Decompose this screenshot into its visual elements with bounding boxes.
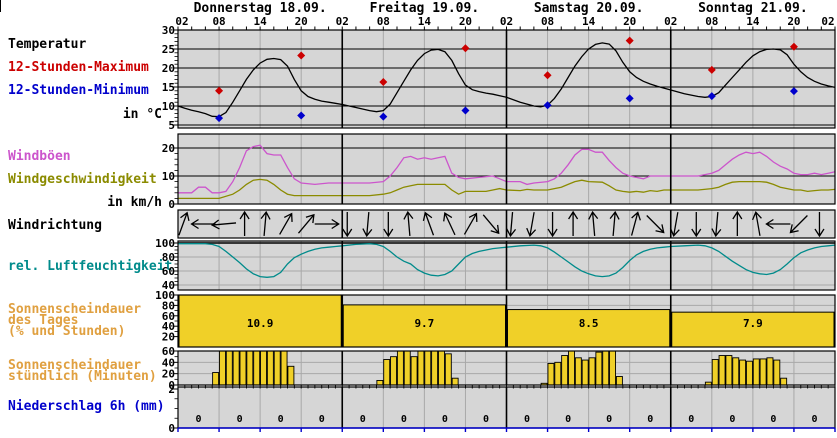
svg-text:60: 60	[162, 310, 175, 323]
svg-text:02: 02	[336, 15, 349, 28]
svg-text:20: 20	[162, 142, 175, 155]
svg-text:0: 0	[647, 414, 653, 425]
svg-text:20: 20	[162, 368, 175, 381]
label-sonne-tages-1: Sonnenscheindauer	[8, 302, 142, 317]
svg-text:0: 0	[442, 414, 448, 425]
svg-text:5: 5	[168, 119, 175, 132]
svg-text:14: 14	[582, 15, 596, 28]
label-sonne-tages-3: (% und Stunden)	[8, 324, 126, 339]
svg-text:7.9: 7.9	[743, 317, 763, 330]
label-min12: 12-Stunden-Minimum	[8, 83, 149, 98]
svg-text:0: 0	[401, 414, 407, 425]
svg-text:0: 0	[360, 414, 366, 425]
label-max12: 12-Stunden-Maximum	[8, 60, 149, 75]
svg-text:0: 0	[524, 414, 530, 425]
svg-text:02: 02	[664, 15, 677, 28]
svg-text:0: 0	[237, 414, 243, 425]
svg-text:60: 60	[162, 265, 175, 278]
svg-text:0: 0	[606, 414, 612, 425]
svg-text:14: 14	[746, 15, 760, 28]
svg-text:Donnerstag 18.09.: Donnerstag 18.09.	[194, 1, 327, 16]
label-sonne-stdl-1: Sonnenscheindauer	[8, 358, 142, 373]
svg-text:40: 40	[162, 279, 175, 292]
label-in-grad-c: in °C	[122, 107, 162, 122]
left-label-column: Temperatur 12-Stunden-Maximum 12-Stunden-M…	[0, 0, 178, 438]
svg-text:20: 20	[787, 15, 800, 28]
svg-text:40: 40	[162, 320, 175, 333]
svg-text:0: 0	[729, 414, 735, 425]
svg-text:25: 25	[162, 43, 175, 56]
svg-text:08: 08	[541, 15, 554, 28]
svg-text:14: 14	[418, 15, 432, 28]
label-windboeen: Windböen	[8, 149, 71, 164]
label-sonne-tages-2: des Tages	[8, 313, 79, 328]
svg-text:15: 15	[162, 81, 175, 94]
label-temperatur: Temperatur	[8, 37, 87, 52]
label-windgeschwindigkeit: Windgeschwindigkeit	[8, 172, 157, 187]
svg-text:0: 0	[811, 414, 817, 425]
svg-text:20: 20	[295, 15, 308, 28]
svg-text:10: 10	[162, 100, 175, 113]
svg-text:10.9: 10.9	[247, 317, 274, 330]
label-windrichtung: Windrichtung	[8, 218, 102, 233]
svg-text:0: 0	[770, 414, 776, 425]
svg-text:30: 30	[162, 24, 175, 37]
svg-text:0: 0	[168, 422, 175, 435]
svg-text:10: 10	[162, 170, 175, 183]
svg-text:Freitag 19.09.: Freitag 19.09.	[370, 1, 480, 16]
svg-text:60: 60	[162, 345, 175, 358]
svg-text:9.7: 9.7	[414, 317, 434, 330]
svg-text:80: 80	[162, 251, 175, 264]
svg-text:100: 100	[155, 289, 175, 302]
svg-text:0: 0	[196, 414, 202, 425]
svg-text:20: 20	[623, 15, 636, 28]
svg-text:Sonntag 21.09.: Sonntag 21.09.	[698, 1, 808, 16]
svg-text:20: 20	[162, 331, 175, 344]
label-luftfeuchtigkeit: rel. Luftfeuchtigkeit	[8, 259, 173, 274]
svg-text:20: 20	[162, 62, 175, 75]
svg-text:0: 0	[168, 379, 175, 392]
svg-text:100: 100	[155, 237, 175, 250]
svg-text:0: 0	[278, 414, 284, 425]
svg-text:08: 08	[212, 15, 225, 28]
label-in-kmh: in km/h	[107, 195, 162, 210]
svg-text:Samstag 20.09.: Samstag 20.09.	[534, 1, 644, 16]
svg-text:02: 02	[500, 15, 513, 28]
svg-text:40: 40	[162, 356, 175, 369]
svg-text:08: 08	[705, 15, 718, 28]
svg-text:2: 2	[168, 383, 175, 396]
svg-text:02: 02	[175, 15, 188, 28]
label-sonne-stdl-2: stündlich (Minuten)	[8, 369, 157, 384]
svg-text:0: 0	[688, 414, 694, 425]
svg-text:02: 02	[821, 15, 834, 28]
svg-text:8.5: 8.5	[579, 317, 599, 330]
svg-text:14: 14	[254, 15, 268, 28]
label-niederschlag: Niederschlag 6h (mm)	[8, 399, 165, 414]
svg-text:0: 0	[168, 198, 175, 211]
svg-text:0: 0	[565, 414, 571, 425]
svg-text:0: 0	[319, 414, 325, 425]
svg-text:20: 20	[459, 15, 472, 28]
svg-text:0: 0	[483, 414, 489, 425]
svg-text:08: 08	[377, 15, 390, 28]
svg-text:80: 80	[162, 299, 175, 312]
